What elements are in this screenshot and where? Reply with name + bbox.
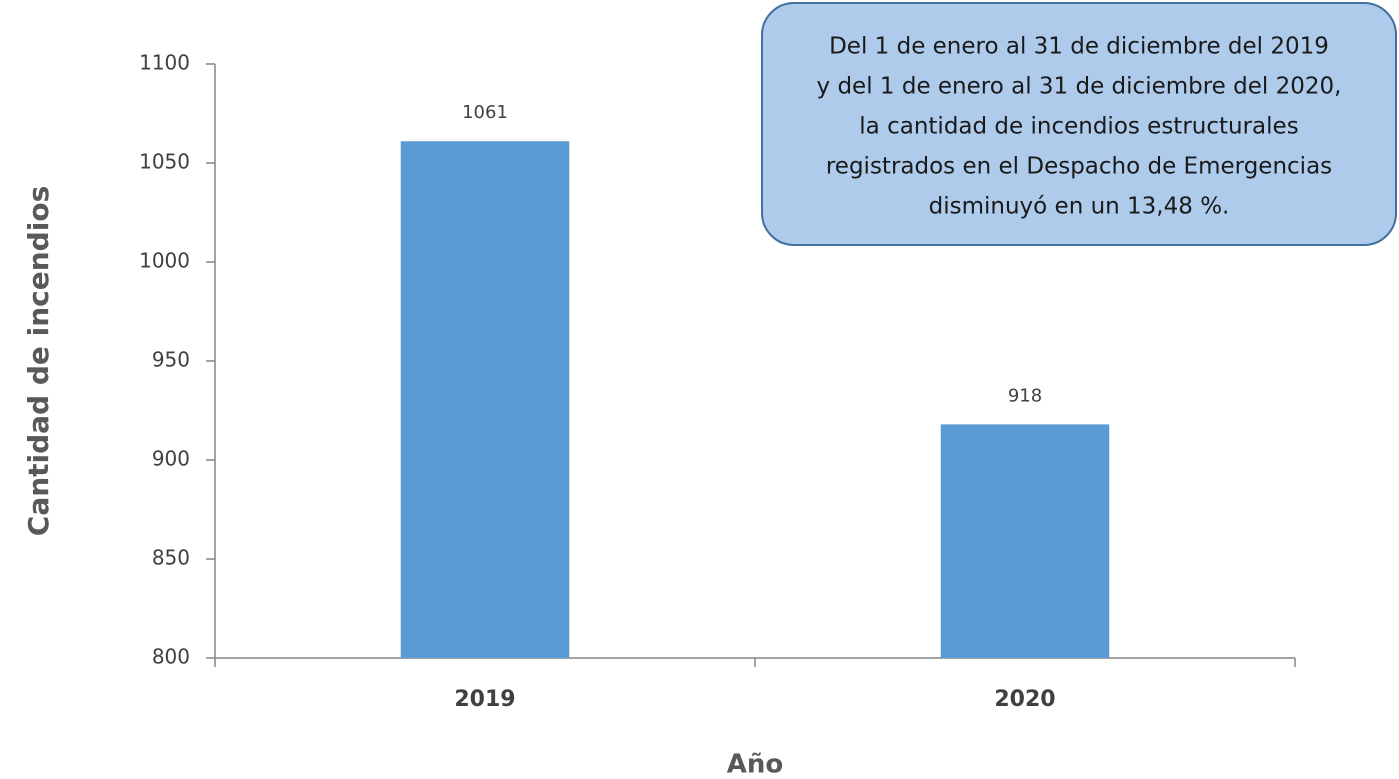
y-tick-label: 850: [152, 546, 190, 570]
x-axis-title: Año: [727, 750, 784, 779]
bar: [940, 424, 1110, 658]
bar: [400, 141, 570, 659]
value-label: 1061: [462, 102, 508, 123]
annotation-line: y del 1 de enero al 31 de diciembre del …: [817, 74, 1342, 100]
annotation-line: la cantidad de incendios estructurales: [859, 114, 1298, 140]
y-axis-title: Cantidad de incendios: [22, 186, 55, 536]
annotation-box: [761, 2, 1397, 246]
y-tick-label: 900: [152, 447, 190, 471]
y-tick-label: 1050: [139, 150, 190, 174]
y-tick-label: 1100: [139, 51, 190, 75]
y-tick-label: 800: [152, 645, 190, 669]
annotation-line: disminuyó en un 13,48 %.: [929, 194, 1230, 220]
y-tick-label: 1000: [139, 249, 190, 273]
annotation-line: registrados en el Despacho de Emergencia…: [826, 154, 1332, 180]
x-tick-label: 2020: [994, 687, 1055, 712]
value-label: 918: [1008, 385, 1042, 406]
x-tick-label: 2019: [454, 687, 515, 712]
y-tick-label: 950: [152, 348, 190, 372]
annotation-line: Del 1 de enero al 31 de diciembre del 20…: [829, 34, 1329, 60]
